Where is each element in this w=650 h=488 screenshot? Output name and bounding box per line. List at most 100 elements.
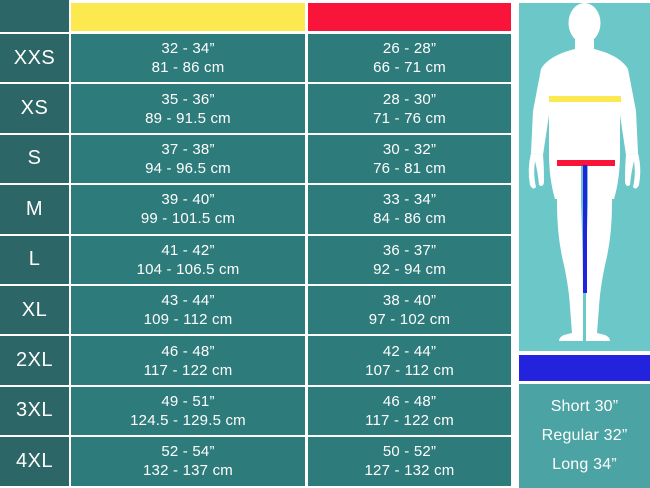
waist-measurement-cell: 46 - 48” 117 - 122 cm — [308, 386, 511, 436]
table-row: L 41 - 42” 104 - 106.5 cm 36 - 37” 92 - 94 c… — [0, 235, 516, 286]
waist-values: 30 - 32” 76 - 81 cm — [373, 140, 446, 178]
size-table: XXS 32 - 34” 81 - 86 cm 26 - 28” 66 - 71 cm X… — [0, 0, 516, 488]
waist-centimeters: 71 - 76 cm — [373, 109, 446, 127]
waist-centimeters: 92 - 94 cm — [373, 260, 446, 278]
chest-values: 32 - 34” 81 - 86 cm — [152, 39, 225, 77]
table-header-row — [0, 0, 516, 32]
size-label-cell: 3XL — [0, 386, 69, 436]
chest-values: 41 - 42” 104 - 106.5 cm — [137, 241, 240, 279]
waist-measurement-cell: 42 - 44” 107 - 112 cm — [308, 336, 511, 385]
chest-values: 43 - 44” 109 - 112 cm — [144, 291, 233, 329]
figure-panel: Short 30” Regular 32” Long 34” — [517, 0, 650, 488]
chest-measurement-cell: 46 - 48” 117 - 122 cm — [71, 336, 305, 385]
waist-measurement-cell: 28 - 30” 71 - 76 cm — [308, 84, 511, 133]
waist-measurement-cell: 36 - 37” 92 - 94 cm — [308, 235, 511, 284]
size-label-cell: 2XL — [0, 336, 69, 385]
size-label-cell: S — [0, 134, 69, 184]
size-label-cell: XL — [0, 285, 69, 335]
waist-inches: 30 - 32” — [382, 140, 437, 158]
waist-values: 38 - 40” 97 - 102 cm — [369, 291, 450, 329]
waist-inches: 28 - 30” — [382, 90, 437, 108]
waist-centimeters: 127 - 132 cm — [364, 462, 455, 480]
chest-centimeters: 99 - 101.5 cm — [140, 210, 236, 228]
chest-inches: 37 - 38” — [161, 140, 215, 158]
chest-measurement-cell: 37 - 38” 94 - 96.5 cm — [71, 134, 305, 184]
table-row: XL 43 - 44” 109 - 112 cm 38 - 40” 97 - 102 c… — [0, 285, 516, 336]
waist-inches: 36 - 37” — [382, 241, 437, 259]
waist-values: 42 - 44” 107 - 112 cm — [365, 342, 454, 380]
waist-inches: 38 - 40” — [382, 292, 437, 310]
waist-inches: 33 - 34” — [382, 191, 437, 209]
chest-centimeters: 124.5 - 129.5 cm — [130, 411, 246, 429]
waist-centimeters: 117 - 122 cm — [365, 411, 454, 429]
size-label-cell: L — [0, 235, 69, 284]
waist-values: 26 - 28” 66 - 71 cm — [373, 39, 446, 77]
chest-values: 46 - 48” 117 - 122 cm — [144, 342, 233, 380]
chest-measure-band — [549, 96, 621, 102]
body-illustration — [519, 3, 650, 351]
table-row: 3XL 49 - 51” 124.5 - 129.5 cm 46 - 48” 117 -… — [0, 386, 516, 437]
chest-inches: 39 - 40” — [161, 191, 215, 209]
leg-length-regular: Regular 32” — [541, 427, 628, 444]
waist-values: 50 - 52” 127 - 132 cm — [365, 442, 455, 480]
inseam-measure-line — [583, 165, 587, 293]
chest-values: 37 - 38” 94 - 96.5 cm — [145, 140, 231, 178]
inseam-color-bar — [519, 355, 650, 381]
chest-centimeters: 104 - 106.5 cm — [136, 260, 240, 278]
table-row: XS 35 - 36” 89 - 91.5 cm 28 - 30” 71 - 76 cm — [0, 84, 516, 134]
size-label-cell: XXS — [0, 34, 69, 83]
chest-inches: 49 - 51” — [161, 392, 215, 410]
waist-values: 46 - 48” 117 - 122 cm — [365, 392, 454, 430]
header-size-cell — [0, 0, 69, 32]
table-row: S 37 - 38” 94 - 96.5 cm 30 - 32” 76 - 81 cm — [0, 134, 516, 185]
chest-centimeters: 94 - 96.5 cm — [145, 159, 231, 177]
header-waist-color-bar — [308, 3, 511, 31]
chest-values: 52 - 54” 132 - 137 cm — [143, 442, 233, 480]
leg-length-legend: Short 30” Regular 32” Long 34” — [519, 384, 650, 488]
chest-inches: 43 - 44” — [161, 292, 215, 310]
waist-measure-band — [557, 160, 615, 166]
chest-measurement-cell: 52 - 54” 132 - 137 cm — [71, 437, 305, 486]
waist-centimeters: 66 - 71 cm — [373, 59, 446, 77]
chest-inches: 41 - 42” — [161, 241, 215, 259]
waist-measurement-cell: 38 - 40” 97 - 102 cm — [308, 285, 511, 335]
chest-measurement-cell: 32 - 34” 81 - 86 cm — [71, 34, 305, 83]
table-row: XXS 32 - 34” 81 - 86 cm 26 - 28” 66 - 71 cm — [0, 34, 516, 84]
chest-inches: 46 - 48” — [161, 342, 215, 360]
size-label-cell: M — [0, 185, 69, 234]
waist-values: 36 - 37” 92 - 94 cm — [373, 241, 446, 279]
waist-measurement-cell: 30 - 32” 76 - 81 cm — [308, 134, 511, 184]
table-body: XXS 32 - 34” 81 - 86 cm 26 - 28” 66 - 71 cm X… — [0, 34, 516, 488]
chest-centimeters: 109 - 112 cm — [143, 311, 233, 329]
waist-values: 28 - 30” 71 - 76 cm — [373, 90, 446, 128]
chest-centimeters: 132 - 137 cm — [143, 462, 233, 480]
leg-length-long: Long 34” — [552, 456, 617, 473]
table-row: M 39 - 40” 99 - 101.5 cm 33 - 34” 84 - 86 cm — [0, 185, 516, 235]
chest-measurement-cell: 43 - 44” 109 - 112 cm — [71, 285, 305, 335]
chest-values: 35 - 36” 89 - 91.5 cm — [145, 90, 231, 128]
chest-values: 39 - 40” 99 - 101.5 cm — [141, 190, 235, 228]
chest-inches: 32 - 34” — [161, 40, 215, 58]
chest-measurement-cell: 49 - 51” 124.5 - 129.5 cm — [71, 386, 305, 436]
size-label-cell: XS — [0, 84, 69, 133]
chest-measurement-cell: 41 - 42” 104 - 106.5 cm — [71, 235, 305, 284]
chest-inches: 52 - 54” — [161, 443, 215, 461]
chest-inches: 35 - 36” — [161, 90, 215, 108]
chest-measurement-cell: 35 - 36” 89 - 91.5 cm — [71, 84, 305, 133]
waist-measurement-cell: 33 - 34” 84 - 86 cm — [308, 185, 511, 234]
waist-centimeters: 76 - 81 cm — [373, 159, 446, 177]
waist-measurement-cell: 26 - 28” 66 - 71 cm — [308, 34, 511, 83]
waist-inches: 26 - 28” — [382, 40, 437, 58]
waist-inches: 42 - 44” — [382, 342, 437, 360]
chest-centimeters: 117 - 122 cm — [143, 361, 233, 379]
waist-centimeters: 84 - 86 cm — [373, 210, 446, 228]
chest-centimeters: 89 - 91.5 cm — [145, 109, 231, 127]
waist-centimeters: 107 - 112 cm — [365, 361, 454, 379]
waist-inches: 46 - 48” — [382, 392, 437, 410]
size-label-cell: 4XL — [0, 437, 69, 486]
chest-centimeters: 81 - 86 cm — [151, 59, 225, 77]
waist-inches: 50 - 52” — [382, 443, 437, 461]
waist-measurement-cell: 50 - 52” 127 - 132 cm — [308, 437, 511, 486]
leg-length-short: Short 30” — [550, 398, 619, 415]
